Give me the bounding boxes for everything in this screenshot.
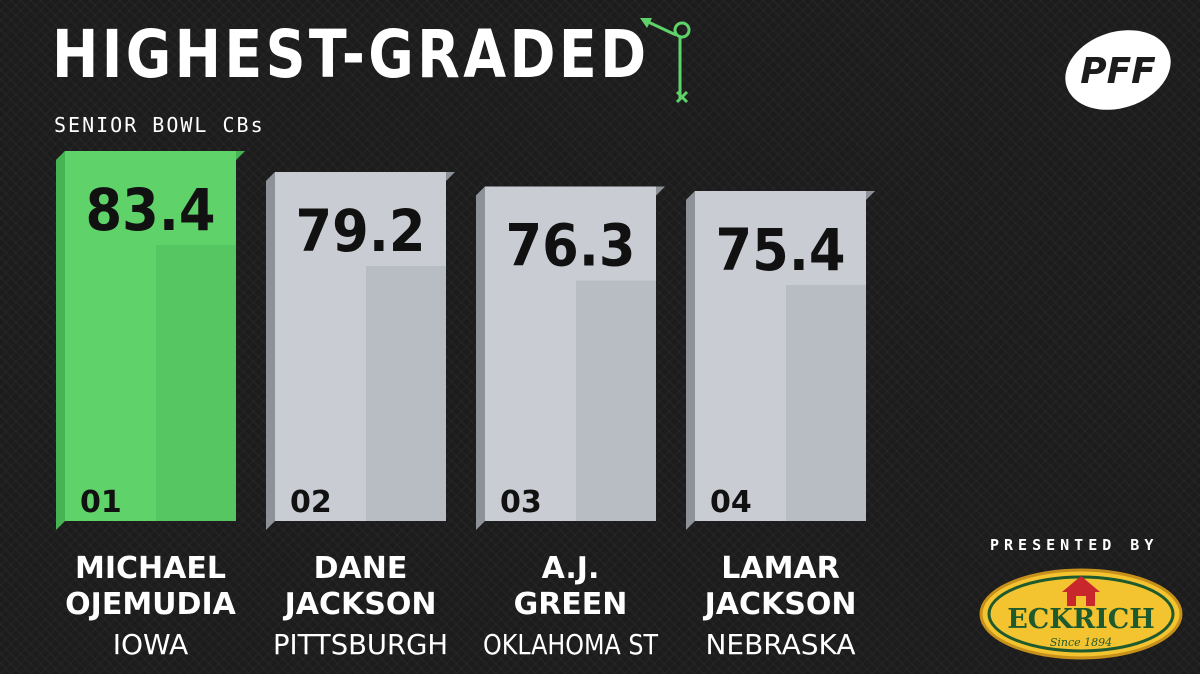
player-name: GREEN <box>514 587 628 622</box>
player-name: OJEMUDIA <box>65 587 236 622</box>
bar-left-edge <box>476 186 485 530</box>
player-school: PITTSBURGH <box>273 628 448 661</box>
presented-by-label: PRESENTED BY <box>990 536 1159 554</box>
player-name: LAMAR <box>721 551 840 586</box>
eckrich-tagline: Since 1894 <box>1050 636 1112 649</box>
rank-label: 04 <box>710 485 752 520</box>
value-label: 76.3 <box>506 212 636 280</box>
page-subtitle: SENIOR BOWL CBs <box>54 113 265 137</box>
player-name: JACKSON <box>703 587 857 622</box>
value-label: 79.2 <box>296 197 426 265</box>
bar-left-edge <box>266 172 275 530</box>
rank-label: 02 <box>290 485 332 520</box>
bar-inner-panel <box>156 245 236 521</box>
page-title: HIGHEST-GRADED <box>52 16 650 93</box>
rank-label: 01 <box>80 485 122 520</box>
value-label: 75.4 <box>716 216 846 284</box>
pff-logo: PFF <box>1065 30 1171 110</box>
bar-inner-panel <box>576 280 656 521</box>
bar-inner-panel <box>366 266 446 521</box>
player-name: DANE <box>314 551 408 586</box>
player-school: IOWA <box>113 628 189 661</box>
rank-label: 03 <box>500 485 542 520</box>
eckrich-name: ECKRICH <box>1007 604 1155 635</box>
player-name: A.J. <box>542 551 600 586</box>
player-school: OKLAHOMA ST <box>483 628 659 661</box>
football-play-icon <box>640 18 691 104</box>
eckrich-logo: ECKRICH Since 1894 <box>979 568 1183 660</box>
player-name: JACKSON <box>283 587 437 622</box>
pff-logo-text: PFF <box>1080 51 1156 92</box>
player-school: NEBRASKA <box>705 628 855 661</box>
value-label: 83.4 <box>86 176 216 244</box>
player-name: MICHAEL <box>75 551 226 586</box>
bar-inner-panel <box>786 285 866 521</box>
bar-left-edge <box>56 151 65 530</box>
bar-left-edge <box>686 191 695 530</box>
